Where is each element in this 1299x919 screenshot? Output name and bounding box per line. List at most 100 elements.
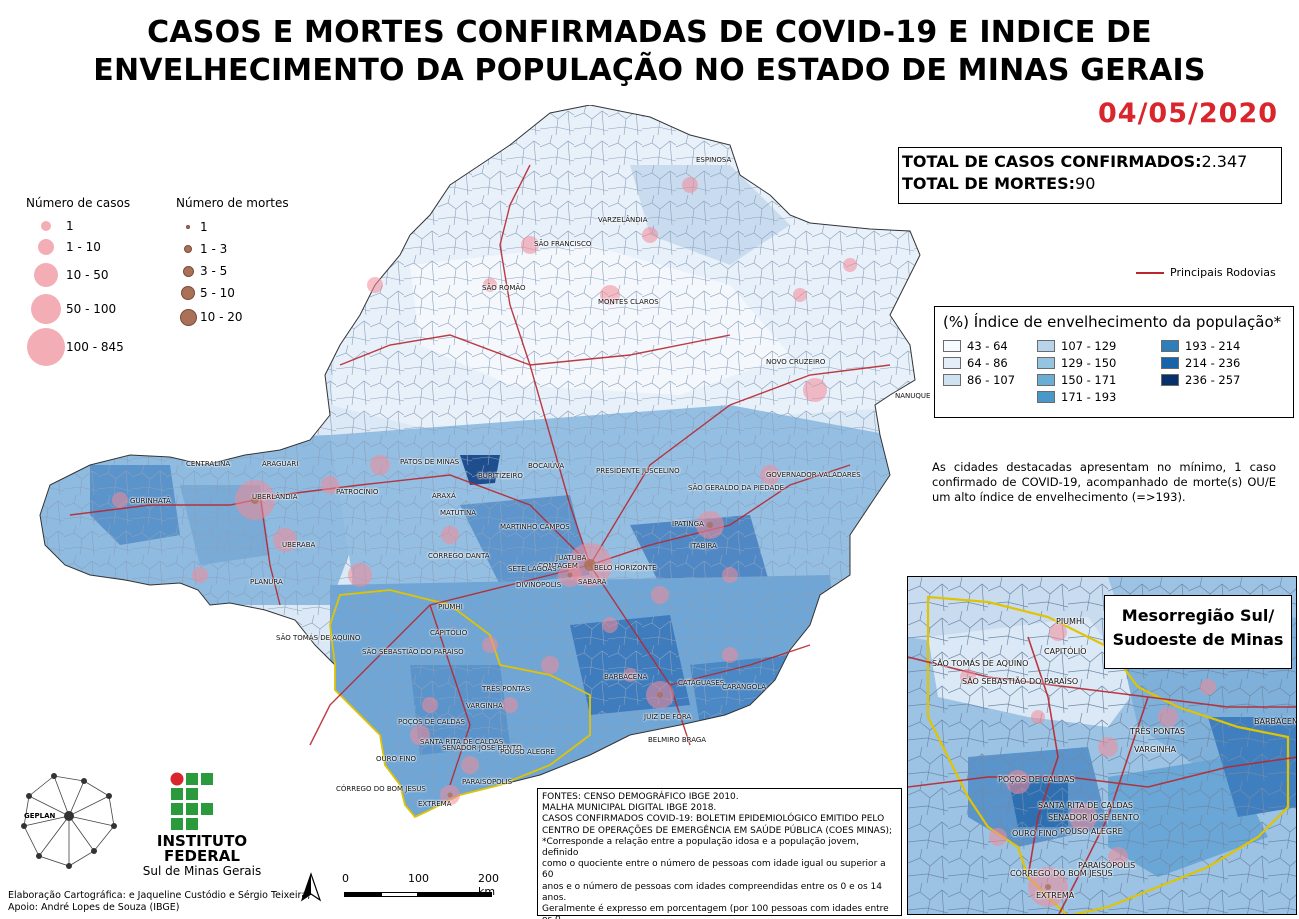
inset-city-label: EXTREMA bbox=[1036, 891, 1075, 900]
map-city-label: CARANGOLA bbox=[722, 683, 767, 691]
map-city-label: JUATUBA bbox=[556, 554, 587, 562]
aging-index-class: 236 - 257 bbox=[1161, 373, 1281, 387]
sources-line: FONTES: CENSO DEMOGRÁFICO IBGE 2010. bbox=[542, 792, 739, 802]
sources-line: Geralmente é expresso em porcentagem (po… bbox=[542, 904, 889, 919]
map-city-label: CAPITÓLIO bbox=[430, 629, 468, 637]
ifsuldeminas-logo-icon bbox=[170, 772, 213, 830]
north-arrow-icon bbox=[300, 872, 322, 902]
aging-class-label: 64 - 86 bbox=[967, 356, 1008, 370]
map-city-label: BOCAIÚVA bbox=[528, 462, 565, 470]
inset-city-label: BARBACENA bbox=[1254, 717, 1296, 726]
map-city-label: TRÊS PONTAS bbox=[482, 685, 531, 693]
map-city-label: DIVINÓPOLIS bbox=[516, 581, 562, 589]
title-line-1: CASOS E MORTES CONFIRMADAS DE COVID-19 E… bbox=[147, 15, 1152, 50]
map-city-label: POÇOS DE CALDAS bbox=[398, 718, 465, 726]
sources-line: como o quociente entre o número de pesso… bbox=[542, 859, 886, 881]
map-city-label: ARAXÁ bbox=[432, 492, 456, 500]
aging-index-class: 64 - 86 bbox=[943, 356, 1037, 370]
inset-city-label: CAPITÓLIO bbox=[1044, 647, 1087, 656]
aging-index-class: 107 - 129 bbox=[1037, 339, 1161, 353]
sources-line: CASOS CONFIRMADOS COVID-19: BOLETIM EPID… bbox=[542, 814, 885, 825]
deaths-total-value: 90 bbox=[1075, 174, 1096, 193]
map-city-label: SÃO FRANCISCO bbox=[534, 240, 592, 248]
map-city-label: BELO HORIZONTE bbox=[594, 564, 657, 572]
aging-class-swatch bbox=[943, 357, 961, 369]
aging-class-label: 107 - 129 bbox=[1061, 339, 1117, 353]
cases-legend-heading: Número de casos bbox=[26, 196, 131, 210]
map-city-label: NOVO CRUZEIRO bbox=[766, 358, 826, 366]
map-city-label: SÃO TOMÁS DE AQUINO bbox=[276, 634, 361, 642]
road-line-icon bbox=[1136, 271, 1164, 274]
aging-index-class: 171 - 193 bbox=[1037, 390, 1161, 404]
inset-city-label: SENADOR JOSÉ BENTO bbox=[1048, 813, 1140, 822]
if-line-2: FEDERAL bbox=[164, 847, 240, 865]
cases-legend: Número de casos 1 1 - 10 10 - 50 50 - 10… bbox=[26, 196, 130, 368]
credits: Elaboração Cartográfica: e Jaqueline Cus… bbox=[8, 890, 310, 914]
scale-label-0: 0 bbox=[342, 872, 349, 885]
map-city-label: GURINHATÃ bbox=[130, 497, 171, 505]
sources-line: MALHA MUNICIPAL DIGITAL IBGE 2018. bbox=[542, 803, 717, 814]
aging-index-class: 193 - 214 bbox=[1161, 339, 1281, 353]
totals-box: TOTAL DE CASOS CONFIRMADOS:2.347 TOTAL D… bbox=[898, 147, 1282, 204]
cases-legend-item: 1 - 10 bbox=[66, 240, 101, 254]
if-line-1: INSTITUTO bbox=[156, 832, 248, 850]
aging-class-label: 214 - 236 bbox=[1185, 356, 1241, 370]
aging-class-label: 86 - 107 bbox=[967, 373, 1016, 387]
inset-title: Mesorregião Sul/ Sudoeste de Minas bbox=[1104, 595, 1292, 669]
map-city-label: VARZELÂNDIA bbox=[598, 216, 648, 224]
aging-class-swatch bbox=[1037, 340, 1055, 352]
aging-class-swatch bbox=[1037, 391, 1055, 403]
map-city-label: CONTAGEM bbox=[538, 562, 578, 570]
inset-title-line-2: Sudoeste de Minas bbox=[1112, 630, 1284, 649]
map-city-label: CÓRREGO DANTA bbox=[428, 552, 490, 560]
map-city-label: PATOS DE MINAS bbox=[400, 458, 460, 466]
map-city-label: NANUQUE bbox=[895, 392, 931, 400]
cases-total-label: TOTAL DE CASOS CONFIRMADOS: bbox=[902, 152, 1202, 171]
map-city-label: UBERABA bbox=[282, 541, 316, 549]
map-city-label: IPATINGA bbox=[672, 520, 704, 528]
map-city-label: CATAGUASES bbox=[678, 679, 725, 687]
deaths-legend: Número de mortes 1 1 - 3 3 - 5 5 - 10 10… bbox=[176, 196, 289, 330]
map-city-label: VARGINHA bbox=[466, 702, 503, 710]
map-city-label: MONTES CLAROS bbox=[598, 298, 659, 306]
cases-legend-item: 1 bbox=[66, 219, 74, 233]
aging-index-class: 86 - 107 bbox=[943, 373, 1037, 387]
map-city-label: BARBACENA bbox=[604, 673, 648, 681]
ifsuldeminas-name: INSTITUTO FEDERAL Sul de Minas Gerais bbox=[138, 832, 266, 879]
map-city-label: ITABIRA bbox=[690, 542, 717, 550]
map-city-label: CENTRALINA bbox=[186, 460, 231, 468]
inset-city-label: POUSO ALEGRE bbox=[1060, 827, 1123, 836]
scale-bar: 0 100 200 km bbox=[338, 866, 518, 906]
aging-class-label: 43 - 64 bbox=[967, 339, 1008, 353]
inset-city-label: CÓRREGO DO BOM JESUS bbox=[1010, 869, 1113, 878]
map-city-label: OURO FINO bbox=[376, 755, 417, 763]
map-city-label: SETE LAGOAS bbox=[508, 565, 557, 573]
aging-class-label: 171 - 193 bbox=[1061, 390, 1117, 404]
map-city-label: ESPINOSA bbox=[696, 156, 732, 164]
geplan-logo: GEPLAN bbox=[21, 773, 117, 869]
map-city-label: SÃO SEBASTIÃO DO PARAÍSO bbox=[362, 648, 464, 656]
map-city-label: PIUMHI bbox=[438, 603, 463, 611]
aging-index-empty-cell bbox=[1161, 390, 1281, 404]
aging-index-class: 43 - 64 bbox=[943, 339, 1037, 353]
map-city-label: PLANURA bbox=[250, 578, 283, 586]
map-city-label: SÃO GERALDO DA PIEDADE bbox=[688, 484, 785, 492]
deaths-legend-heading: Número de mortes bbox=[176, 196, 289, 210]
inset-city-label: PARAISÓPOLIS bbox=[1078, 861, 1136, 870]
aging-index-class: 150 - 171 bbox=[1037, 373, 1161, 387]
cases-legend-item: 50 - 100 bbox=[66, 302, 117, 316]
map-city-label: SÃO ROMÃO bbox=[482, 284, 526, 292]
minas-gerais-map[interactable] bbox=[30, 105, 935, 830]
map-city-label: SABARÁ bbox=[578, 578, 607, 586]
map-title: CASOS E MORTES CONFIRMADAS DE COVID-19 E… bbox=[0, 14, 1299, 90]
map-city-label: BELMIRO BRAGA bbox=[648, 736, 707, 744]
aging-class-swatch bbox=[943, 374, 961, 386]
inset-city-label: POÇOS DE CALDAS bbox=[998, 775, 1075, 784]
map-city-label: SANTA RITA DE CALDAS bbox=[420, 738, 504, 746]
if-line-3: Sul de Minas Gerais bbox=[142, 864, 262, 878]
sources-line: anos e o número de pessoas com idades co… bbox=[542, 881, 882, 903]
inset-map-box[interactable]: Mesorregião Sul/ Sudoeste de Minas PIUMH… bbox=[907, 576, 1297, 915]
map-city-label: GOVERNADOR VALADARES bbox=[766, 471, 861, 479]
credits-line-2: Apoio: André Lopes de Souza (IBGE) bbox=[8, 902, 180, 913]
geplan-logo-text: GEPLAN bbox=[24, 812, 56, 820]
